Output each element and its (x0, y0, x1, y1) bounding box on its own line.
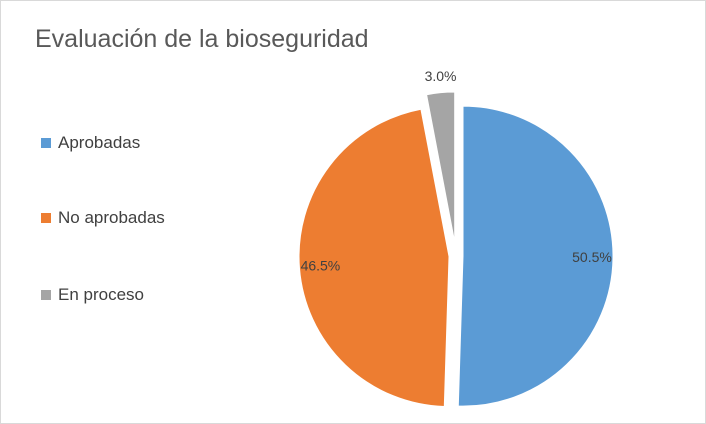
chart-title: Evaluación de la bioseguridad (35, 25, 369, 53)
legend-swatch-no-aprobadas (41, 213, 51, 223)
data-label-aprobadas: 50.5% (572, 249, 612, 265)
data-label-en-proceso: 3.0% (425, 68, 457, 84)
legend-item-no-aprobadas: No aprobadas (41, 208, 165, 228)
legend-swatch-aprobadas (41, 138, 51, 148)
legend-label-aprobadas: Aprobadas (58, 133, 141, 152)
legend-label-no-aprobadas: No aprobadas (58, 208, 165, 227)
legend-item-aprobadas: Aprobadas (41, 133, 140, 153)
pie-slice-aprobadas (457, 105, 614, 407)
legend-label-en-proceso: En proceso (58, 285, 144, 304)
data-label-no-aprobadas: 46.5% (301, 257, 341, 273)
legend-swatch-en-proceso (41, 290, 51, 300)
pie-slice-en-proceso (425, 91, 456, 243)
legend-item-en-proceso: En proceso (41, 285, 144, 305)
pie-slice-no-aprobadas (298, 108, 450, 407)
